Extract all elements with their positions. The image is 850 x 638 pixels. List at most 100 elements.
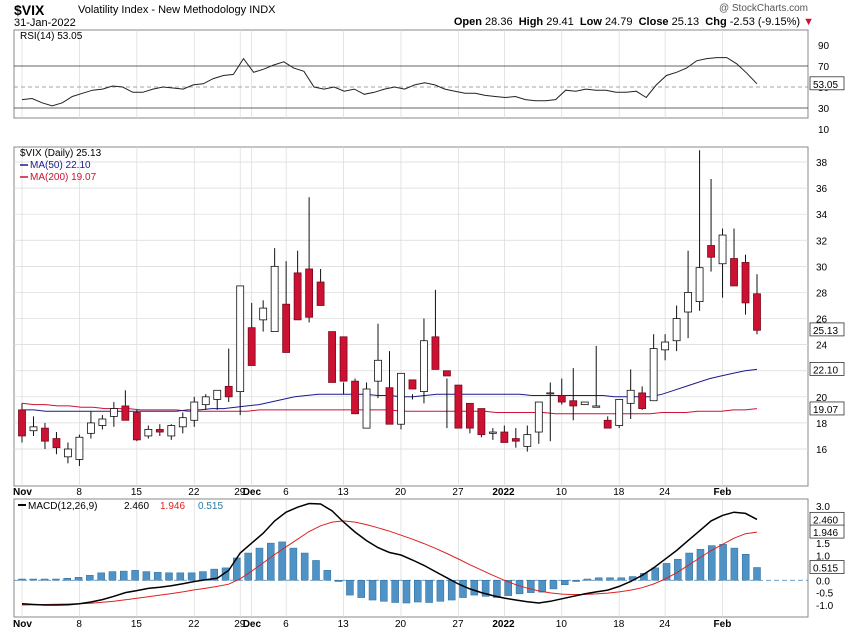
x-axis-label: 13: [338, 487, 350, 498]
macd-histogram-bar: [153, 572, 162, 581]
macd-histogram-bar: [18, 578, 26, 581]
macd-histogram-bar: [741, 554, 750, 581]
macd-histogram-bar: [289, 547, 298, 581]
candle-body: [408, 379, 417, 390]
candle-body: [443, 370, 451, 377]
macd-histogram-bar: [447, 580, 456, 601]
price-tick-label: 32: [816, 236, 828, 247]
macd-histogram-bar: [459, 580, 467, 598]
candle-body: [87, 422, 95, 434]
macd-histogram-bar: [470, 580, 479, 596]
candle-body: [397, 372, 405, 425]
macd-histogram-bar: [708, 545, 716, 581]
rsi-last-value-box: [809, 76, 845, 91]
macd-x-axis-label: 15: [131, 619, 143, 630]
price-tick-label: 28: [816, 288, 828, 299]
rsi-tick-label: 70: [818, 62, 830, 73]
macd-legend-macd: 2.460: [124, 501, 149, 512]
candle-body: [339, 336, 348, 382]
ohlc-readout: Open 28.36 High 29.41 Low 24.79 Close 25…: [454, 16, 814, 28]
macd-histogram-bar: [108, 571, 117, 581]
candle-body: [270, 265, 279, 332]
price-legend: $VIX (Daily) 25.13: [20, 148, 102, 159]
macd-histogram-bar: [165, 572, 173, 581]
candle-body: [569, 400, 578, 407]
open-value: 28.36: [485, 16, 513, 28]
macd-x-axis-label: 29: [234, 619, 246, 630]
open-label: Open: [453, 16, 482, 28]
chg-value: -2.53 (-9.15%): [729, 16, 801, 28]
hist-last-value: 0.515: [813, 564, 838, 575]
macd-histogram-bar: [357, 580, 365, 598]
rsi-tick-label: 30: [818, 104, 830, 115]
x-axis-label: 18: [613, 487, 625, 498]
candle-body: [580, 401, 589, 406]
candle-body: [98, 418, 107, 426]
macd-histogram-bar: [278, 541, 286, 581]
macd-histogram-bar: [368, 580, 377, 601]
low-value: 24.79: [604, 16, 633, 28]
macd-signal-line: [21, 520, 758, 606]
candle-body: [753, 293, 761, 331]
x-axis-label: Dec: [243, 487, 262, 498]
description: Volatility Index - New Methodology INDX: [78, 4, 276, 16]
candle-body: [488, 431, 497, 434]
macd-legend-hist: 0.515: [198, 501, 223, 512]
candle-body: [684, 292, 692, 313]
candle-body: [282, 303, 291, 353]
candle-body: [29, 426, 38, 432]
macd-histogram-bar: [425, 580, 433, 603]
candle-body: [109, 408, 118, 417]
candle-body: [259, 307, 268, 321]
x-axis-label: 15: [131, 487, 143, 498]
price-tick-label: 26: [816, 315, 828, 326]
macd-histogram-bar: [481, 580, 490, 597]
macd-x-axis-label: 20: [395, 619, 407, 630]
x-axis-label: 22: [188, 487, 200, 498]
candle-body: [707, 245, 715, 258]
macd-histogram-bar: [142, 571, 151, 581]
candle-body: [385, 387, 394, 425]
macd-x-axis-label: 8: [76, 619, 82, 630]
candle-body: [477, 408, 486, 436]
macd-histogram-bar: [391, 580, 399, 603]
macd-histogram-bar: [199, 571, 207, 581]
candle-body: [190, 401, 199, 421]
signal-last-value: 1.946: [813, 528, 838, 539]
candle-body: [362, 388, 371, 429]
macd-histogram-bar: [86, 575, 94, 581]
macd-histogram-bar: [606, 577, 614, 581]
candle-body: [374, 359, 382, 382]
price-panel: [13, 146, 809, 487]
candle-body: [615, 399, 624, 426]
ma200-legend: MA(200) 19.07: [30, 172, 97, 183]
rsi-tick-label: 90: [818, 41, 830, 52]
macd-histogram-bar: [97, 572, 105, 581]
candle-body: [534, 401, 543, 433]
candle-body: [695, 267, 704, 302]
rsi-last-value: 53.05: [813, 80, 838, 91]
ma200-last-value: 19.07: [813, 405, 838, 416]
chg-label: Chg: [705, 16, 727, 28]
macd-x-axis-label: 2022: [492, 619, 515, 630]
down-triangle-icon: ▼: [803, 16, 814, 28]
macd-histogram-bar: [561, 580, 569, 585]
macd-histogram-bar: [753, 567, 761, 581]
macd-histogram-bar: [617, 577, 626, 581]
price-tick-label: 36: [816, 184, 828, 195]
macd-histogram-bar: [120, 570, 128, 581]
x-axis-label: 29: [234, 487, 246, 498]
macd-histogram-bar: [267, 542, 275, 581]
candle-body: [649, 348, 658, 402]
macd-histogram-bar: [538, 580, 546, 593]
macd-histogram-bar: [187, 572, 196, 581]
macd-tick-label: 3.0: [816, 502, 830, 513]
macd-histogram-bar: [549, 580, 558, 590]
candle-body: [603, 419, 612, 429]
macd-histogram-bar: [52, 578, 60, 581]
price-tick-label: 18: [816, 419, 828, 430]
ma50-last-value: 22.10: [813, 365, 838, 376]
ma50-last-value-box: [809, 362, 845, 376]
price-tick-label: 38: [816, 158, 828, 169]
macd-legend-name: MACD(12,26,9): [28, 501, 97, 512]
